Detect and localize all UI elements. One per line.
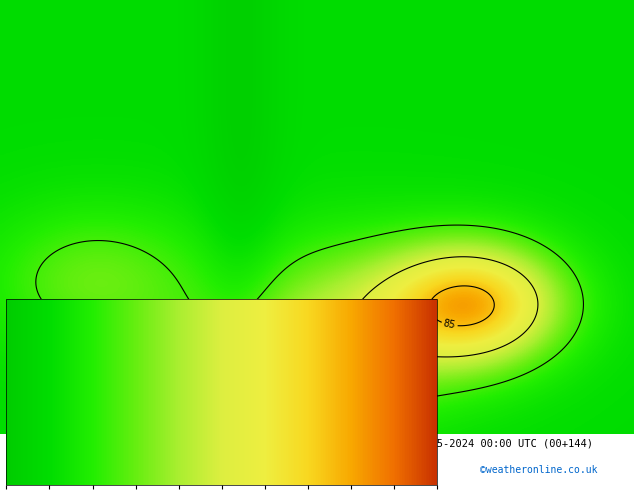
Text: ©weatheronline.co.uk: ©weatheronline.co.uk [480, 466, 598, 475]
Text: 80: 80 [394, 346, 408, 359]
Text: Th 30-05-2024 00:00 UTC (00+144): Th 30-05-2024 00:00 UTC (00+144) [393, 438, 593, 448]
Text: Height/Temp. 925 hPa mean+σ [gpdm] ECMWF: Height/Temp. 925 hPa mean+σ [gpdm] ECMWF [6, 438, 256, 448]
Text: 85: 85 [443, 318, 456, 331]
Text: 75: 75 [351, 411, 366, 425]
